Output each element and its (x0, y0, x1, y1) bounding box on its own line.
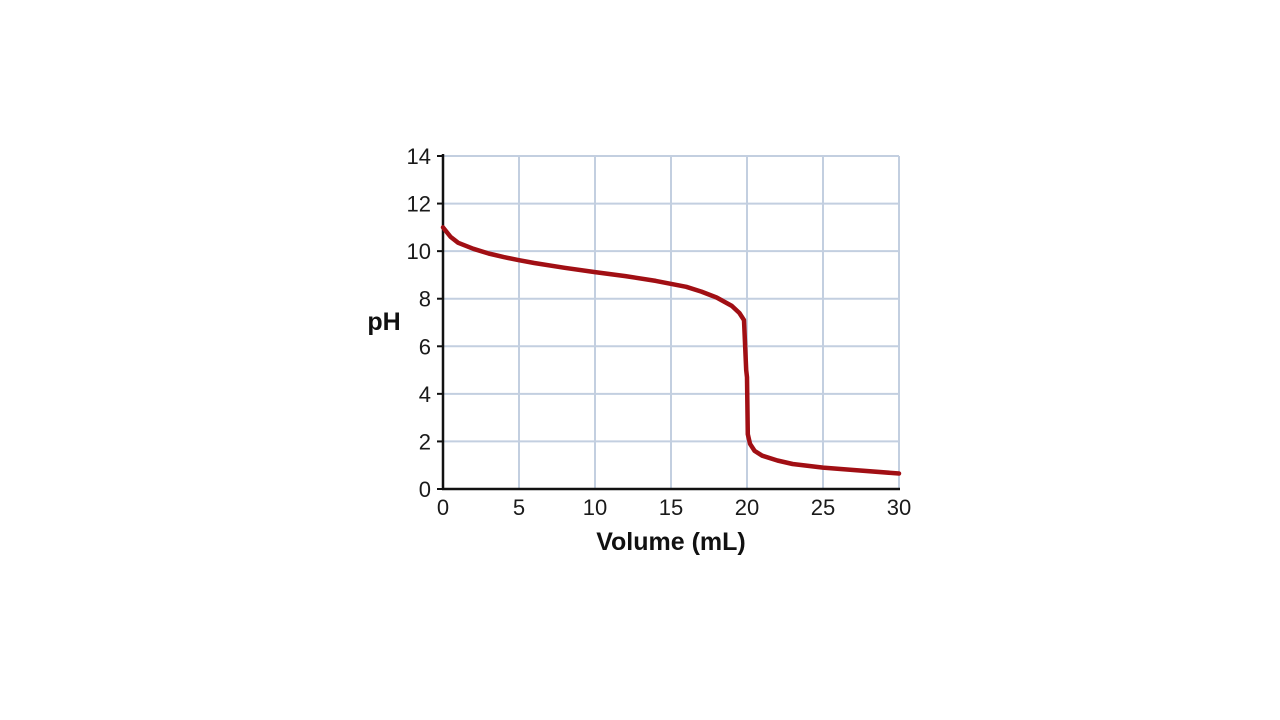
y-tick-label: 14 (407, 144, 431, 169)
x-tick-label: 20 (735, 495, 759, 520)
y-tick-label: 12 (407, 192, 431, 217)
y-tick-label: 10 (407, 239, 431, 264)
x-tick-labels: 0 5 10 15 20 25 30 (437, 495, 911, 520)
x-axis-title: Volume (mL) (596, 528, 746, 556)
y-tick-label: 4 (419, 382, 431, 407)
y-axis-title: pH (367, 308, 400, 336)
axes (437, 154, 900, 491)
series-layer (440, 225, 902, 476)
x-tick-label: 25 (811, 495, 835, 520)
grid (443, 155, 900, 489)
x-tick-label: 10 (583, 495, 607, 520)
series-line-0 (440, 225, 902, 476)
y-tick-labels: 0 2 4 6 8 10 12 14 (407, 144, 431, 502)
y-tick-label: 6 (419, 334, 431, 359)
x-tick-label: 30 (887, 495, 911, 520)
y-tick-label: 0 (419, 477, 431, 502)
x-tick-label: 5 (513, 495, 525, 520)
x-tick-label: 15 (659, 495, 683, 520)
y-tick-label: 8 (419, 287, 431, 312)
x-tick-label: 0 (437, 495, 449, 520)
y-tick-label: 2 (419, 429, 431, 454)
